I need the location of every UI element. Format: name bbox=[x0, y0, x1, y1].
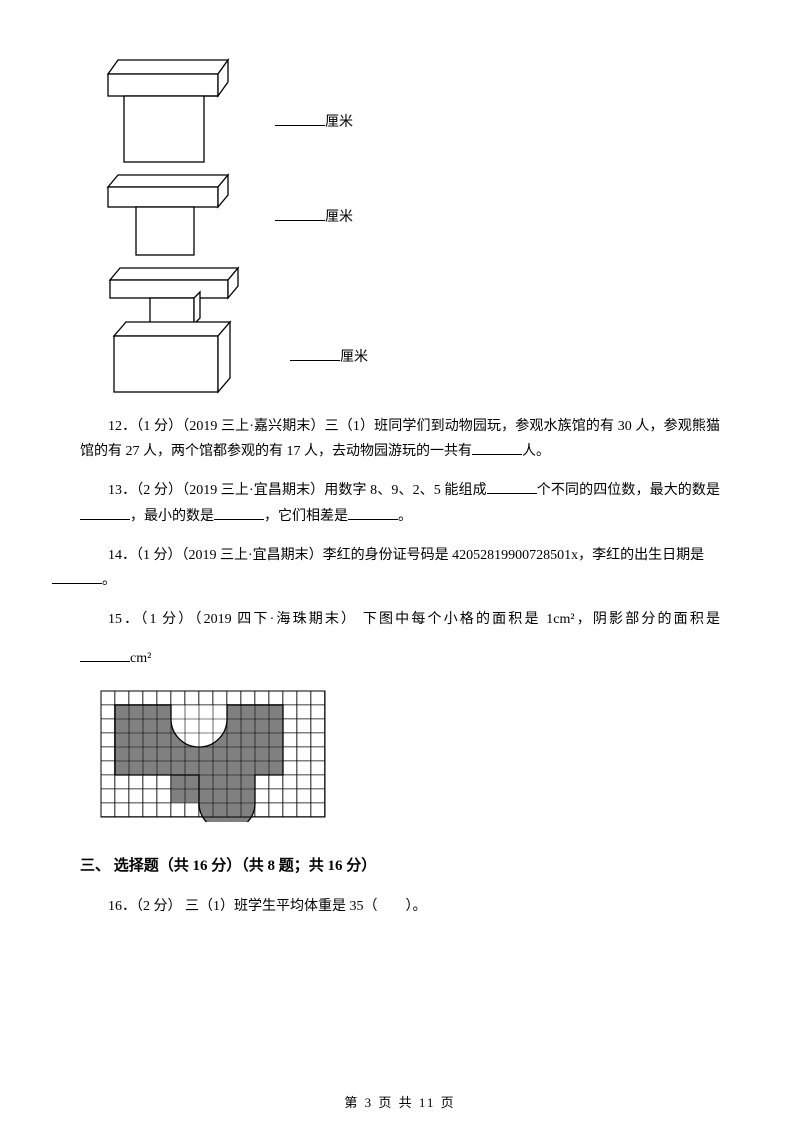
figure-set: 厘米 厘米 厘米 bbox=[100, 50, 720, 400]
box-figure-1 bbox=[100, 50, 255, 165]
page-footer: 第 3 页 共 11 页 bbox=[0, 1091, 800, 1114]
box-figure-3 bbox=[100, 260, 270, 400]
question-15-tail: cm² bbox=[80, 646, 720, 671]
figure-row-3: 厘米 bbox=[100, 260, 720, 400]
cm-label-1: 厘米 bbox=[275, 110, 353, 135]
box-figure-2 bbox=[100, 165, 255, 260]
grid-shaded-figure bbox=[100, 690, 720, 831]
section-3-title: 三、 选择题（共 16 分）（共 8 题；共 16 分） bbox=[80, 853, 720, 880]
figure-row-2: 厘米 bbox=[100, 165, 720, 260]
question-12: 12．（1 分）（2019 三上·嘉兴期末）三（1）班同学们到动物园玩，参观水族… bbox=[80, 414, 720, 464]
question-15: 15．（1 分）（2019 四下·海珠期末） 下图中每个小格的面积是 1cm²，… bbox=[80, 607, 720, 632]
question-13: 13．（2 分）（2019 三上·宜昌期末）用数字 8、9、2、5 能组成个不同… bbox=[80, 478, 720, 528]
cm-label-2: 厘米 bbox=[275, 205, 353, 230]
cm-label-3: 厘米 bbox=[290, 345, 368, 370]
question-14: 14．（1 分）（2019 三上·宜昌期末）李红的身份证号码是 42052819… bbox=[80, 543, 720, 593]
figure-row-1: 厘米 bbox=[100, 50, 720, 165]
question-16: 16．（2 分） 三（1）班学生平均体重是 35（ ）。 bbox=[80, 894, 720, 919]
